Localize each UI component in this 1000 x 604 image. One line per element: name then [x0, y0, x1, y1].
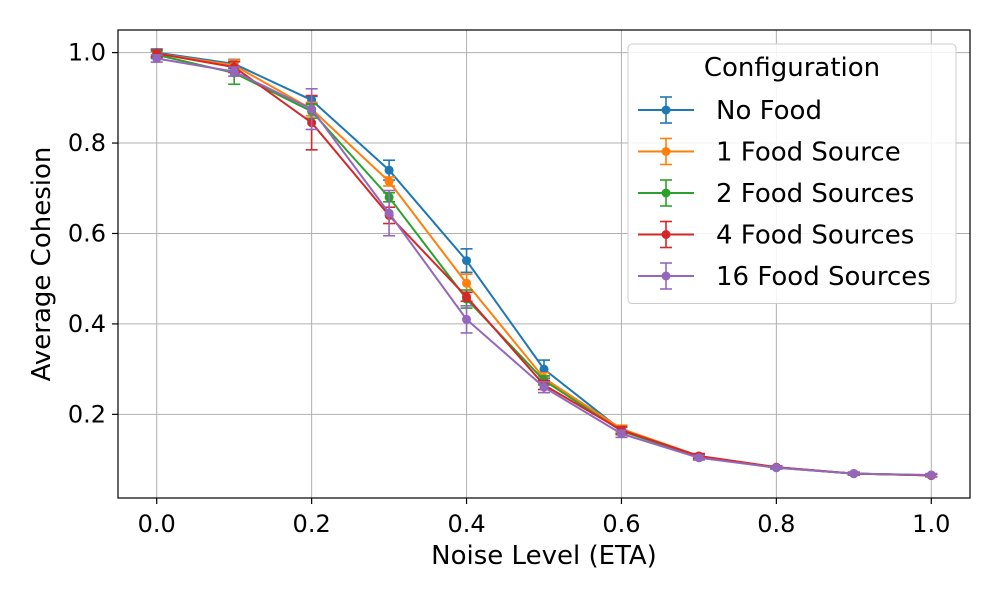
- legend-swatch-marker: [661, 230, 671, 239]
- legend-item: 4 Food Sources: [638, 221, 914, 251]
- data-point: [926, 470, 936, 480]
- legend-item: No Food: [638, 96, 822, 126]
- x-tick-label: 1.0: [912, 510, 950, 538]
- legend-swatch-marker: [661, 147, 671, 156]
- data-point: [849, 469, 859, 479]
- legend-swatch-marker: [661, 188, 671, 198]
- y-tick-label: 1.0: [68, 39, 106, 67]
- legend-label: 4 Food Sources: [716, 221, 914, 251]
- legend-item: 1 Food Source: [638, 138, 901, 168]
- data-point: [771, 463, 781, 473]
- legend-item: 2 Food Sources: [638, 179, 914, 209]
- data-point: [384, 176, 394, 186]
- legend-swatch-marker: [661, 105, 671, 115]
- data-point: [616, 429, 626, 439]
- legend-label: 1 Food Source: [716, 138, 901, 168]
- y-tick-label: 0.6: [68, 219, 106, 247]
- data-point: [384, 165, 394, 175]
- data-point: [307, 104, 317, 114]
- series-layer: [150, 48, 938, 480]
- x-tick-label: 0.2: [293, 510, 331, 538]
- legend-label: No Food: [716, 96, 822, 126]
- data-point: [229, 67, 239, 77]
- y-axis-label: Average Cohesion: [27, 147, 57, 382]
- x-tick-label: 0.0: [138, 510, 176, 538]
- data-point: [539, 382, 549, 392]
- plot-frame: [117, 29, 971, 499]
- y-tick-label: 0.2: [68, 400, 106, 428]
- y-tick-label: 0.8: [68, 129, 106, 157]
- data-point: [462, 314, 472, 324]
- axis-ticks: 0.0 0.2 0.4 0.6 0.8 1.0 0.2 0.4 0.6 0.8 1.0: [68, 39, 951, 538]
- x-tick-label: 0.8: [757, 510, 795, 538]
- data-point: [694, 453, 704, 463]
- legend-swatch-marker: [661, 271, 671, 281]
- x-tick-label: 0.6: [602, 510, 640, 538]
- x-tick-label: 0.4: [447, 510, 485, 538]
- data-point: [539, 364, 549, 374]
- legend: Configuration No Food 1 Food Source 2 Food…: [627, 43, 957, 304]
- legend-box: [627, 43, 957, 304]
- data-point: [462, 292, 472, 302]
- y-tick-label: 0.4: [68, 310, 106, 338]
- data-point: [152, 53, 162, 63]
- legend-label: 16 Food Sources: [716, 262, 931, 292]
- data-point: [462, 278, 472, 288]
- series-16-food-sources: [150, 53, 938, 480]
- legend-label: 2 Food Sources: [716, 179, 914, 209]
- legend-items: No Food 1 Food Source 2 Food Sources 4 Food…: [638, 96, 931, 292]
- legend-title: Configuration: [704, 53, 880, 83]
- legend-item: 16 Food Sources: [638, 262, 931, 292]
- data-point: [462, 256, 472, 266]
- x-axis-label: Noise Level (ETA): [431, 541, 657, 571]
- data-point: [384, 208, 394, 218]
